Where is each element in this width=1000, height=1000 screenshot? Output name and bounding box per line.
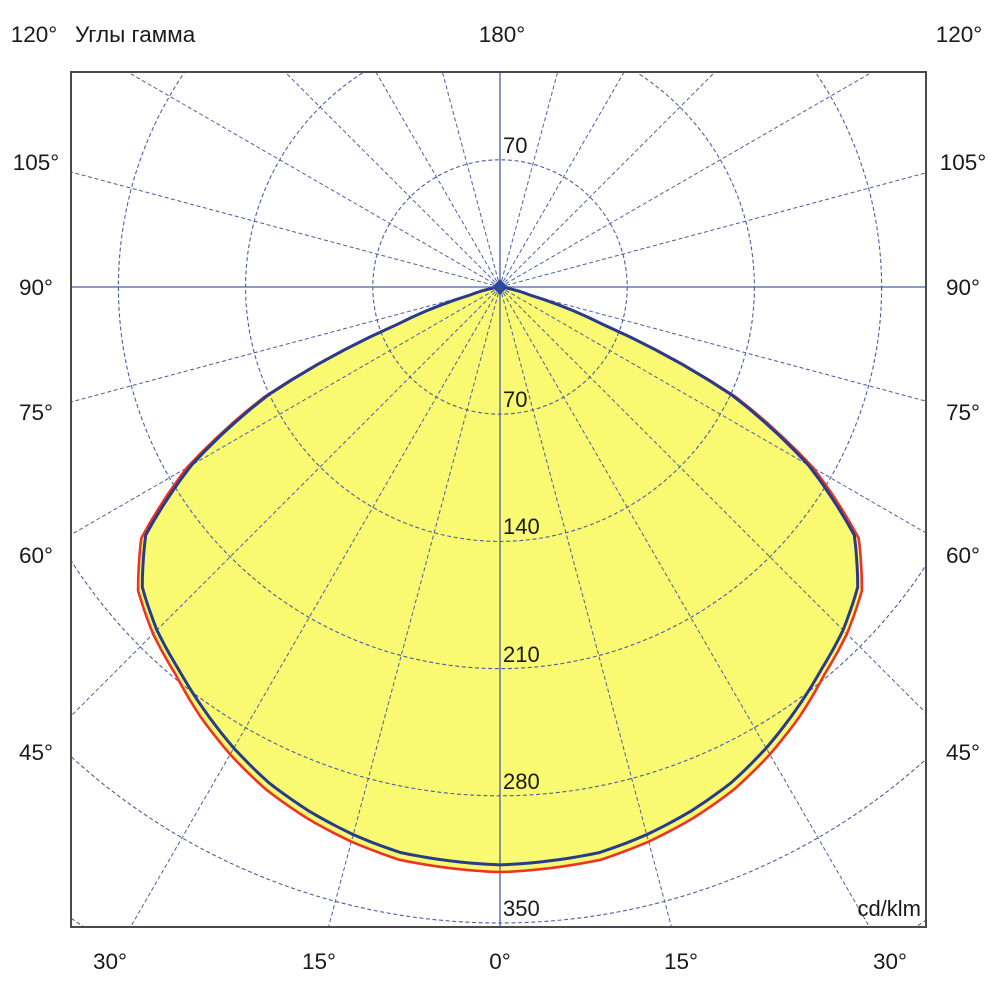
grid-ray-345 <box>327 286 501 927</box>
grid-ray-195 <box>441 72 501 288</box>
gamma-label-left-90: 90° <box>19 275 53 300</box>
gamma-label-left-60: 60° <box>19 543 53 568</box>
gamma-label-top-center: 180° <box>479 22 526 47</box>
grid-ray-75 <box>499 286 926 402</box>
grid-ray-60 <box>499 286 926 534</box>
curve-c0-c180 <box>136 285 864 874</box>
ring-value-label-0: 70 <box>503 133 527 158</box>
plot-border <box>70 71 927 928</box>
ring-value-label-5: 350 <box>503 896 540 921</box>
gamma-label-right-105: 105° <box>940 150 987 175</box>
grid-ray-120 <box>499 72 874 288</box>
grid-ray-285 <box>71 286 501 403</box>
grid-ray-165 <box>499 72 559 288</box>
gamma-label-left-75: 75° <box>19 400 53 425</box>
curve-c90-c270 <box>140 285 860 867</box>
unit-label: cd/klm <box>857 896 921 921</box>
gamma-label-left-105: 105° <box>13 150 60 175</box>
ring-value-label-3: 210 <box>503 642 540 667</box>
gamma-label-top-left: 120° <box>11 22 58 47</box>
center-marker-icon <box>492 279 508 295</box>
grid-ray-45 <box>499 286 926 714</box>
gamma-label-bottom-1: 15° <box>302 949 336 974</box>
gamma-label-bottom-2: 0° <box>489 949 511 974</box>
grid-ray-240 <box>126 72 501 288</box>
ring-value-label-2: 140 <box>503 514 540 539</box>
grid-ray-225 <box>284 72 501 288</box>
grid-ray-300 <box>71 286 501 536</box>
gamma-label-right-90: 90° <box>946 275 980 300</box>
gamma-label-bottom-4: 30° <box>873 949 907 974</box>
gamma-label-bottom-0: 30° <box>93 949 127 974</box>
gamma-label-right-75: 75° <box>946 400 980 425</box>
grid-ray-210 <box>375 72 501 288</box>
gamma-label-right-60: 60° <box>946 543 980 568</box>
grid-ray-30 <box>499 286 871 927</box>
grid-ray-330 <box>129 286 501 927</box>
ring-value-label-4: 280 <box>503 769 540 794</box>
gamma-label-bottom-3: 15° <box>664 949 698 974</box>
grid-ray-150 <box>499 72 625 288</box>
grid-ray-255 <box>71 171 501 288</box>
ring-value-label-1: 70 <box>503 387 527 412</box>
grid-ray-105 <box>499 172 926 288</box>
grid-ray-135 <box>499 72 716 288</box>
chart-title: Углы гамма <box>75 22 196 47</box>
grid-ray-15 <box>499 286 673 927</box>
gamma-label-top-right: 120° <box>936 22 983 47</box>
grid-ray-315 <box>71 286 501 717</box>
gamma-label-right-45: 45° <box>946 740 980 765</box>
gamma-label-left-45: 45° <box>19 740 53 765</box>
